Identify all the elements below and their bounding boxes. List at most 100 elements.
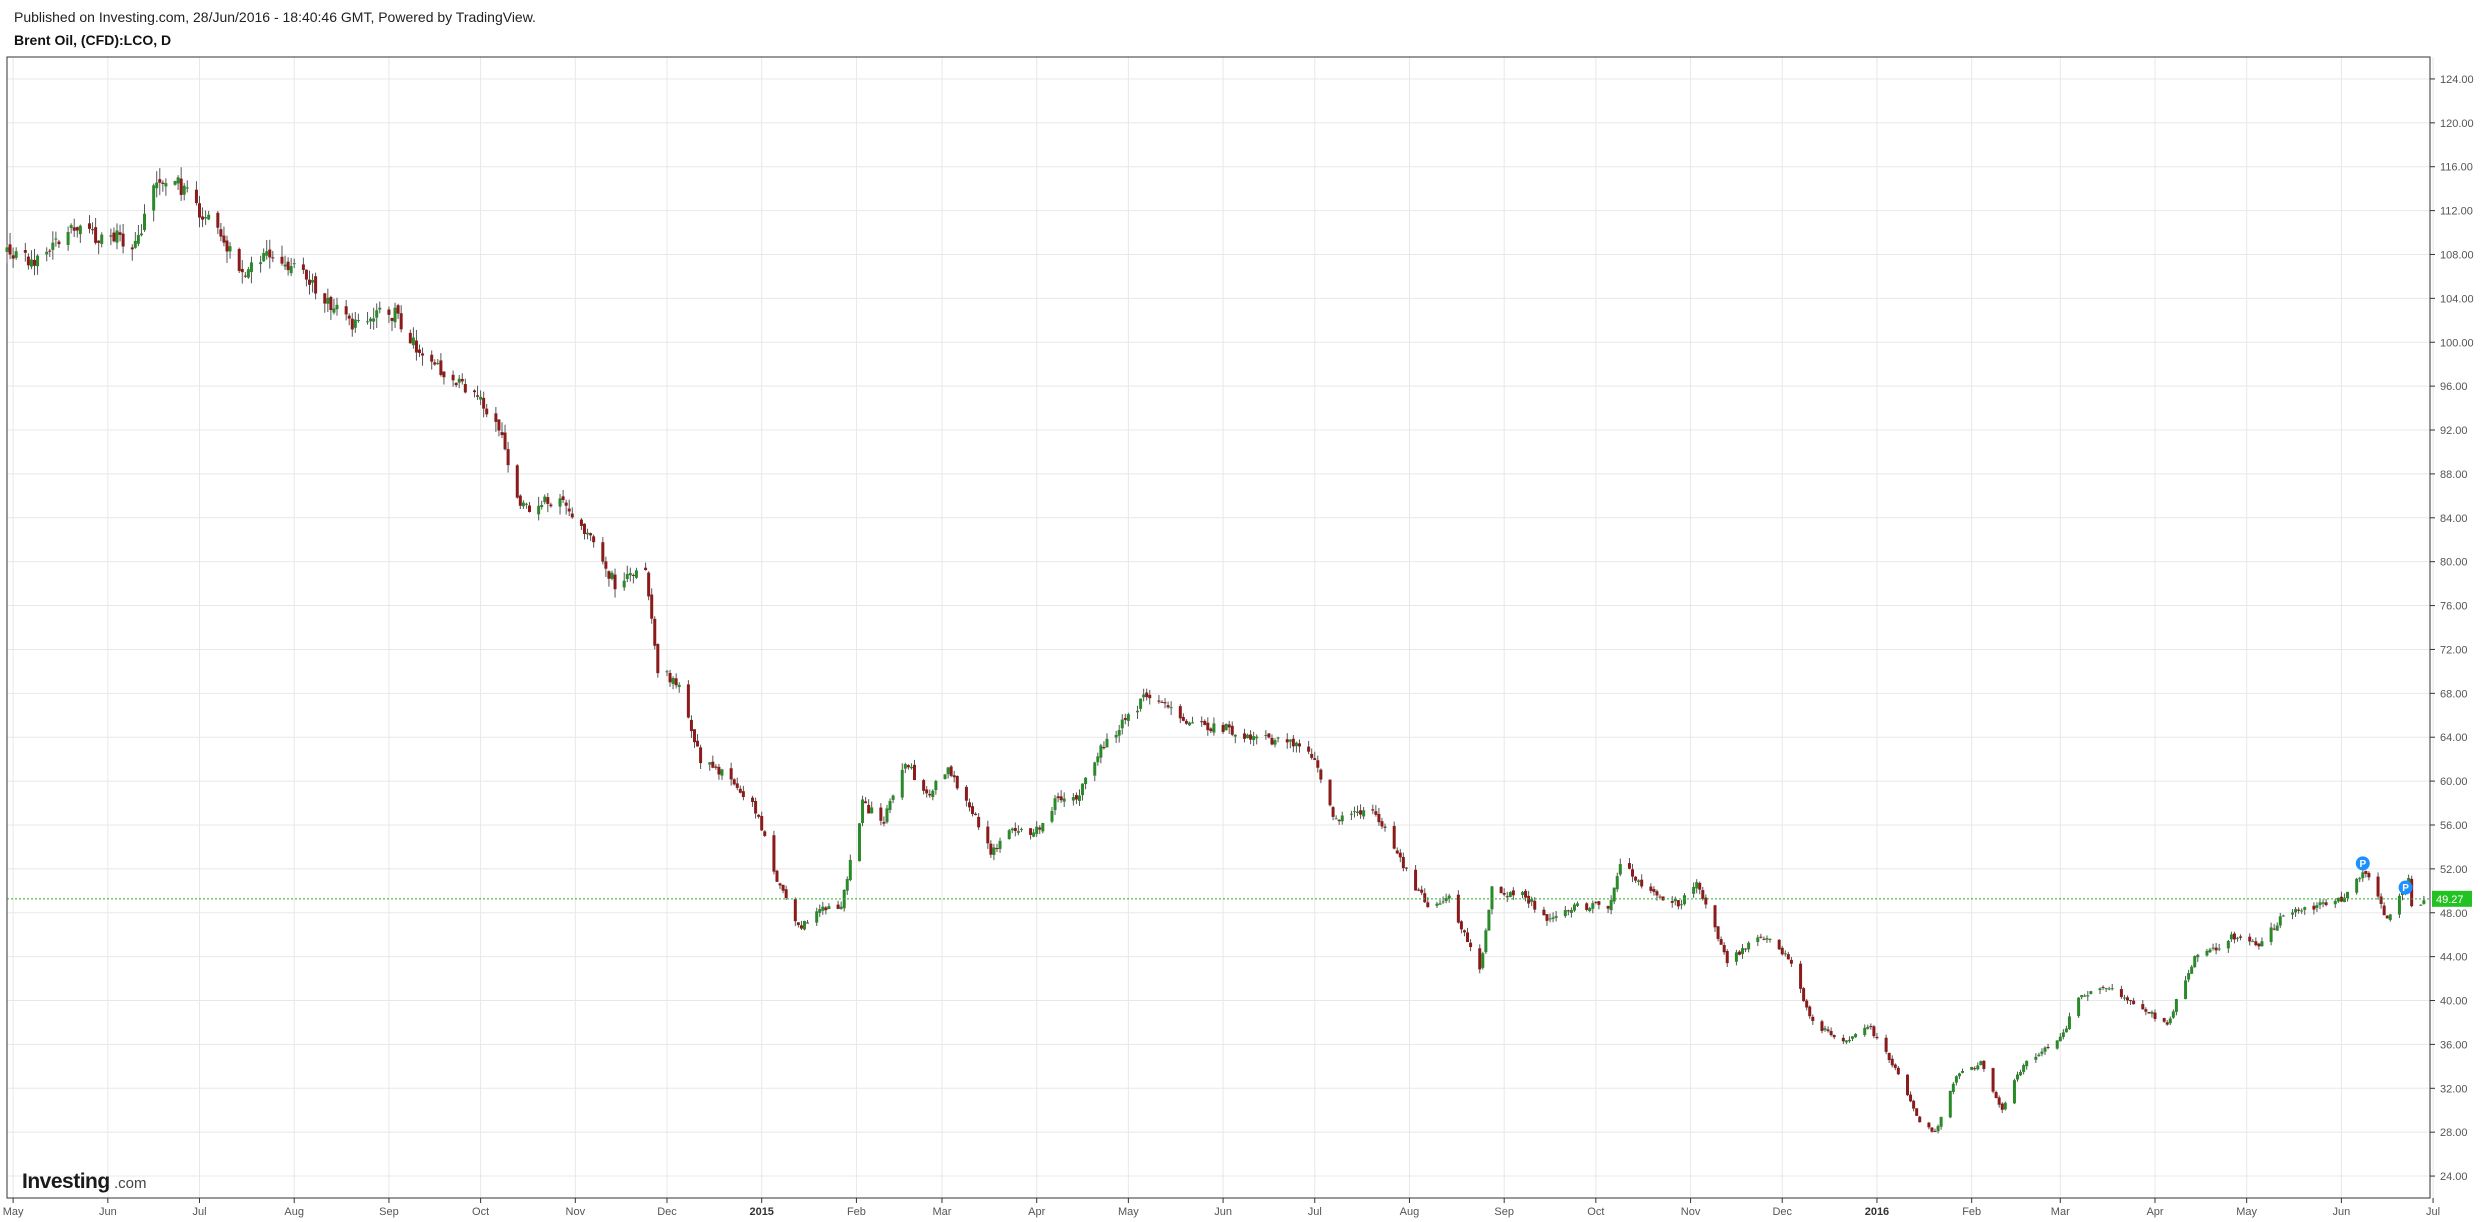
time-tick-label: Mar [933,1206,952,1218]
candle-down [882,821,886,824]
candle-down [760,816,764,831]
candle-down [433,362,437,365]
candle-down [1524,890,1528,898]
time-tick-label: Apr [2146,1206,2163,1218]
candle-down [925,789,929,794]
candle-down [57,241,61,245]
candle-down [2376,876,2380,897]
candle-down [647,572,651,597]
candle-up [634,570,638,578]
time-axis[interactable]: May Jun Jul Aug Sep Oct Nov Dec 2015 Feb Mar Apr May… [3,1198,2440,1218]
candle-up [2187,973,2191,980]
candle-down [561,496,565,500]
candle-up [2236,937,2240,939]
candle-up [1591,903,1595,909]
candle-down [1585,903,1589,910]
candle-down [1927,1122,1931,1128]
candle-up [861,799,865,823]
price-tick-label: 28.00 [2440,1127,2468,1139]
candle-down [867,804,871,814]
price-axis[interactable]: 24.00 28.00 32.00 36.00 40.00 44.00 48.00 52.00… [2430,74,2474,1183]
candle-up [332,308,336,313]
candle-down [1392,825,1396,849]
candle-up [1136,710,1140,713]
candle-down [668,672,672,683]
candle-down [546,497,550,504]
candle-up [2211,947,2215,949]
candle-up [2318,902,2322,906]
candle-down [1542,909,1546,916]
candle-up [1447,895,1451,899]
candle-down [1762,938,1766,940]
candle-down [928,793,932,796]
candle-down [2410,878,2414,907]
candle-down [26,256,30,266]
candle-up [372,318,376,322]
candle-down [964,786,968,801]
candle-up [207,214,211,220]
candle-up [1356,811,1360,814]
candle-down [1918,1116,1922,1123]
candle-down [350,318,354,330]
candle-up [1062,798,1066,802]
candle-down [8,244,12,255]
candle-down [592,536,596,543]
candle-up [1951,1083,1955,1092]
candle-up [262,253,266,262]
event-marker[interactable] [2355,856,2370,871]
candle-down [1594,901,1598,903]
candle-down [1383,826,1387,828]
candle-down [1676,900,1680,907]
candle-up [139,233,143,236]
price-tick-label: 72.00 [2440,644,2468,656]
candle-up [2064,1028,2068,1033]
candle-down [796,922,800,925]
candle-down [1713,905,1717,928]
time-tick-label: Feb [1962,1206,1981,1218]
candle-down [1404,867,1408,869]
candle-up [51,242,55,250]
candle-up [2190,966,2194,974]
candle-down [1670,901,1674,903]
candle-down [1786,954,1790,960]
candle-down [1499,886,1503,894]
candle-up [2217,948,2221,950]
candle-down [1820,1021,1824,1031]
candle-down [1652,889,1656,892]
candle-up [1530,899,1534,902]
candle-up [934,780,938,791]
candle-up [1444,898,1448,902]
candle-up [1273,740,1277,745]
candle-down [1777,939,1781,950]
candle-down [1466,932,1470,943]
candle-down [421,353,425,356]
candle-down [472,390,476,393]
candle-down [2382,905,2386,916]
candle-down [399,313,403,330]
time-tick-label: Nov [566,1206,586,1218]
candle-down [2132,1000,2136,1005]
event-marker[interactable] [2398,880,2413,895]
candle-up [622,580,626,588]
candle-down [696,740,700,747]
candle-down [607,571,611,579]
candle-up [998,840,1002,849]
candle-up [2336,897,2340,902]
candle-up [2171,1011,2175,1018]
candle-up [521,502,525,507]
price-tick-label: 68.00 [2440,688,2468,700]
candle-up [2150,1011,2154,1014]
candle-up [366,321,370,323]
candle-up [2110,988,2114,990]
candle-down [1631,869,1635,877]
candle-down [1502,892,1506,895]
candle-up [1484,930,1488,953]
candle-up [133,240,137,248]
candle-down [454,382,458,386]
candle-up [1077,795,1081,801]
event-markers[interactable]: PP [2355,856,2413,895]
candle-up [1551,917,1555,919]
candle-up [2291,912,2295,915]
candle-up [1747,942,1751,950]
